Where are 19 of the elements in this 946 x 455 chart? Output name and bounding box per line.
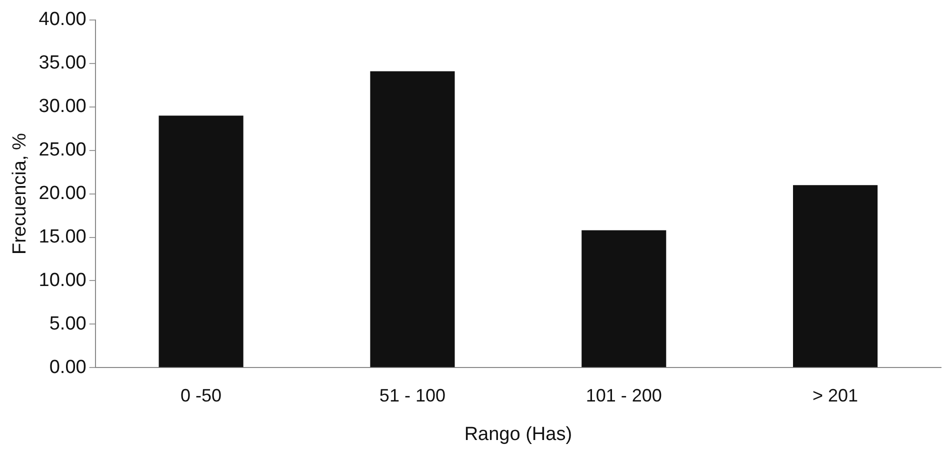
x-tick-label: > 201	[812, 385, 858, 406]
y-tick-label: 5.00	[49, 313, 86, 334]
bar	[582, 230, 666, 368]
bar	[158, 116, 244, 368]
y-tick-label: 10.00	[38, 270, 86, 291]
y-tick-label: 20.00	[38, 183, 86, 204]
y-tick-label: 30.00	[38, 96, 86, 118]
y-tick-label: 35.00	[38, 52, 86, 74]
bar	[370, 71, 455, 368]
y-tick-label: 40.00	[38, 9, 86, 30]
bar	[793, 185, 878, 368]
x-tick-label: 0 -50	[180, 385, 222, 406]
y-axis-title: Frecuencia, %	[10, 132, 31, 255]
y-tick-label: 0.00	[49, 356, 86, 378]
y-tick-label: 25.00	[38, 140, 86, 161]
x-tick-label: 101 - 200	[586, 385, 662, 406]
y-tick-label: 15.00	[38, 226, 86, 248]
x-axis-title: Rango (Has)	[464, 424, 572, 445]
x-tick-label: 51 - 100	[379, 385, 446, 406]
